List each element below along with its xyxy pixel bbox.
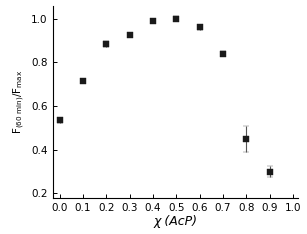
Y-axis label: F$_{\mathregular{(60\ min)}}$/F$_{\mathregular{max}}$: F$_{\mathregular{(60\ min)}}$/F$_{\mathr…: [12, 69, 27, 134]
X-axis label: χ (AcP): χ (AcP): [153, 216, 197, 228]
